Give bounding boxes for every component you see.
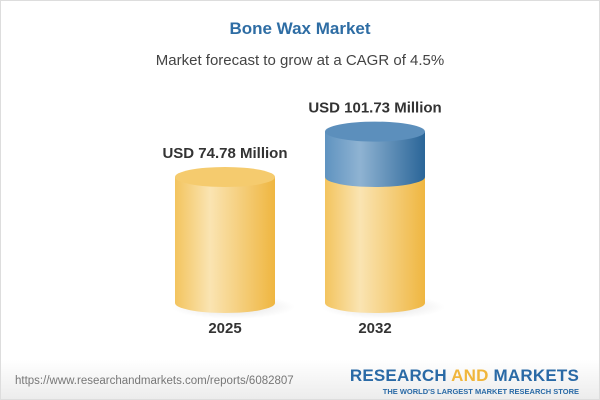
- brand-word: RESEARCH: [349, 366, 452, 385]
- category-label: 2025: [208, 320, 241, 337]
- brand-word: AND: [451, 366, 489, 385]
- cylinder-top: [175, 167, 275, 187]
- data-label: USD 74.78 Million: [162, 145, 287, 162]
- footer: https://www.researchandmarkets.com/repor…: [1, 360, 599, 399]
- bar-2032-growth: [325, 131, 425, 187]
- chart-subtitle: Market forecast to grow at a CAGR of 4.5…: [155, 52, 445, 69]
- report-url[interactable]: https://www.researchandmarkets.com/repor…: [15, 375, 294, 387]
- brand-logo: RESEARCH AND MARKETS THE WORLD'S LARGEST…: [350, 366, 579, 396]
- chart-title: Bone Wax Market: [229, 19, 371, 38]
- data-label: USD 101.73 Million: [308, 100, 441, 117]
- cylinder-top: [325, 121, 425, 142]
- bar-2032-base: [325, 177, 425, 313]
- cylinder-chart: USD 74.78 Million 2025 USD 101.73 Million 2…: [162, 100, 445, 337]
- brand-tagline: THE WORLD'S LARGEST MARKET RESEARCH STOR…: [382, 387, 579, 396]
- bar-2025: [175, 177, 275, 313]
- brand-word: MARKETS: [488, 366, 579, 385]
- category-label: 2032: [358, 320, 391, 337]
